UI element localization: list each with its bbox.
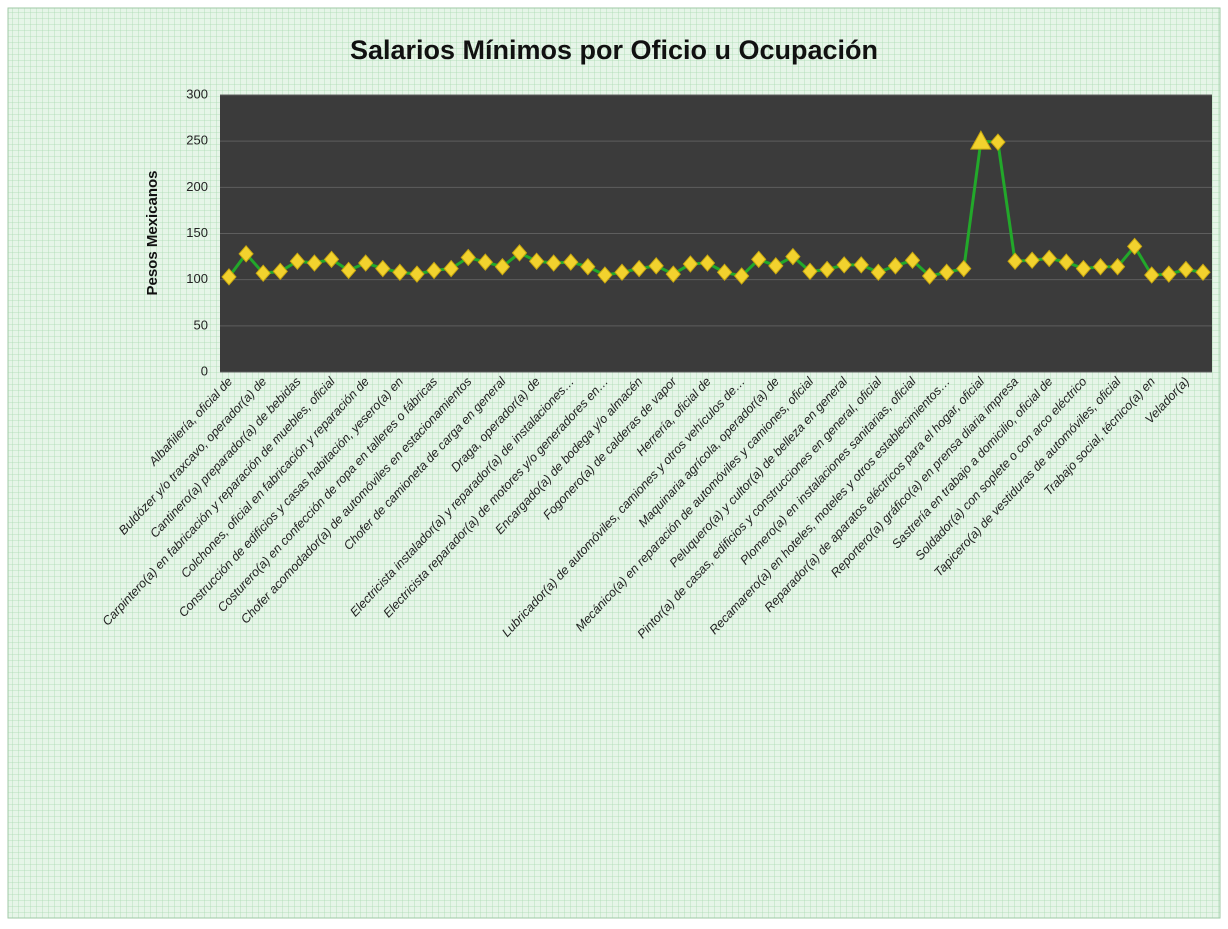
data-point — [716, 263, 733, 282]
data-point — [733, 267, 750, 285]
data-point — [1195, 263, 1211, 282]
data-point — [768, 257, 784, 275]
data-point — [375, 259, 391, 278]
data-point — [665, 265, 681, 283]
data-point — [409, 265, 425, 283]
data-point — [682, 255, 699, 273]
y-tick-label: 50 — [194, 317, 208, 332]
data-point — [511, 244, 528, 262]
data-point — [443, 259, 459, 278]
data-point — [887, 257, 904, 275]
data-point — [853, 256, 869, 274]
y-tick-label: 150 — [186, 225, 208, 240]
y-axis-label: Pesos Mexicanos — [144, 170, 161, 295]
data-point — [323, 250, 340, 269]
data-line — [227, 139, 1204, 278]
data-point — [785, 247, 801, 266]
data-point — [802, 262, 818, 281]
data-point — [255, 264, 271, 282]
data-point — [751, 250, 767, 269]
data-point — [392, 263, 408, 282]
data-point — [546, 254, 562, 272]
data-point — [1178, 260, 1194, 279]
data-point — [477, 253, 493, 271]
data-point — [580, 257, 596, 276]
y-tick-label: 250 — [186, 133, 208, 148]
data-point — [340, 261, 357, 280]
data-point — [221, 268, 237, 286]
data-point — [921, 267, 938, 285]
data-point — [990, 133, 1006, 151]
data-point — [904, 251, 921, 270]
data-point — [460, 248, 476, 267]
data-point — [1041, 249, 1057, 268]
data-point — [836, 256, 852, 274]
y-tick-label: 100 — [186, 271, 208, 286]
data-point — [1007, 252, 1023, 270]
data-point — [238, 245, 254, 263]
y-tick-label: 300 — [186, 86, 208, 101]
chart-title: Salarios Mínimos por Oficio u Ocupación — [350, 35, 878, 65]
data-point — [614, 263, 630, 282]
data-point — [289, 252, 306, 270]
data-point — [1092, 257, 1109, 276]
data-point — [1058, 253, 1074, 271]
data-point — [306, 254, 323, 272]
data-point — [939, 263, 955, 282]
data-point — [563, 253, 579, 271]
data-point — [528, 252, 545, 270]
y-tick-label: 200 — [186, 179, 208, 194]
data-point — [648, 257, 664, 275]
data-point — [272, 262, 288, 281]
data-point — [597, 266, 613, 284]
data-point — [1024, 251, 1040, 270]
data-point — [426, 261, 442, 280]
data-point — [1075, 259, 1092, 278]
data-point — [956, 259, 972, 278]
data-point — [358, 254, 374, 272]
y-tick-label: 0 — [201, 363, 208, 378]
data-point-max — [970, 130, 992, 150]
data-point — [1144, 266, 1160, 284]
data-point — [699, 254, 716, 272]
data-point — [1161, 265, 1177, 283]
data-point — [494, 257, 511, 276]
data-point — [1109, 257, 1126, 276]
data-point — [870, 263, 886, 282]
data-point — [819, 260, 835, 279]
data-point — [631, 259, 647, 278]
data-point — [1126, 237, 1143, 256]
